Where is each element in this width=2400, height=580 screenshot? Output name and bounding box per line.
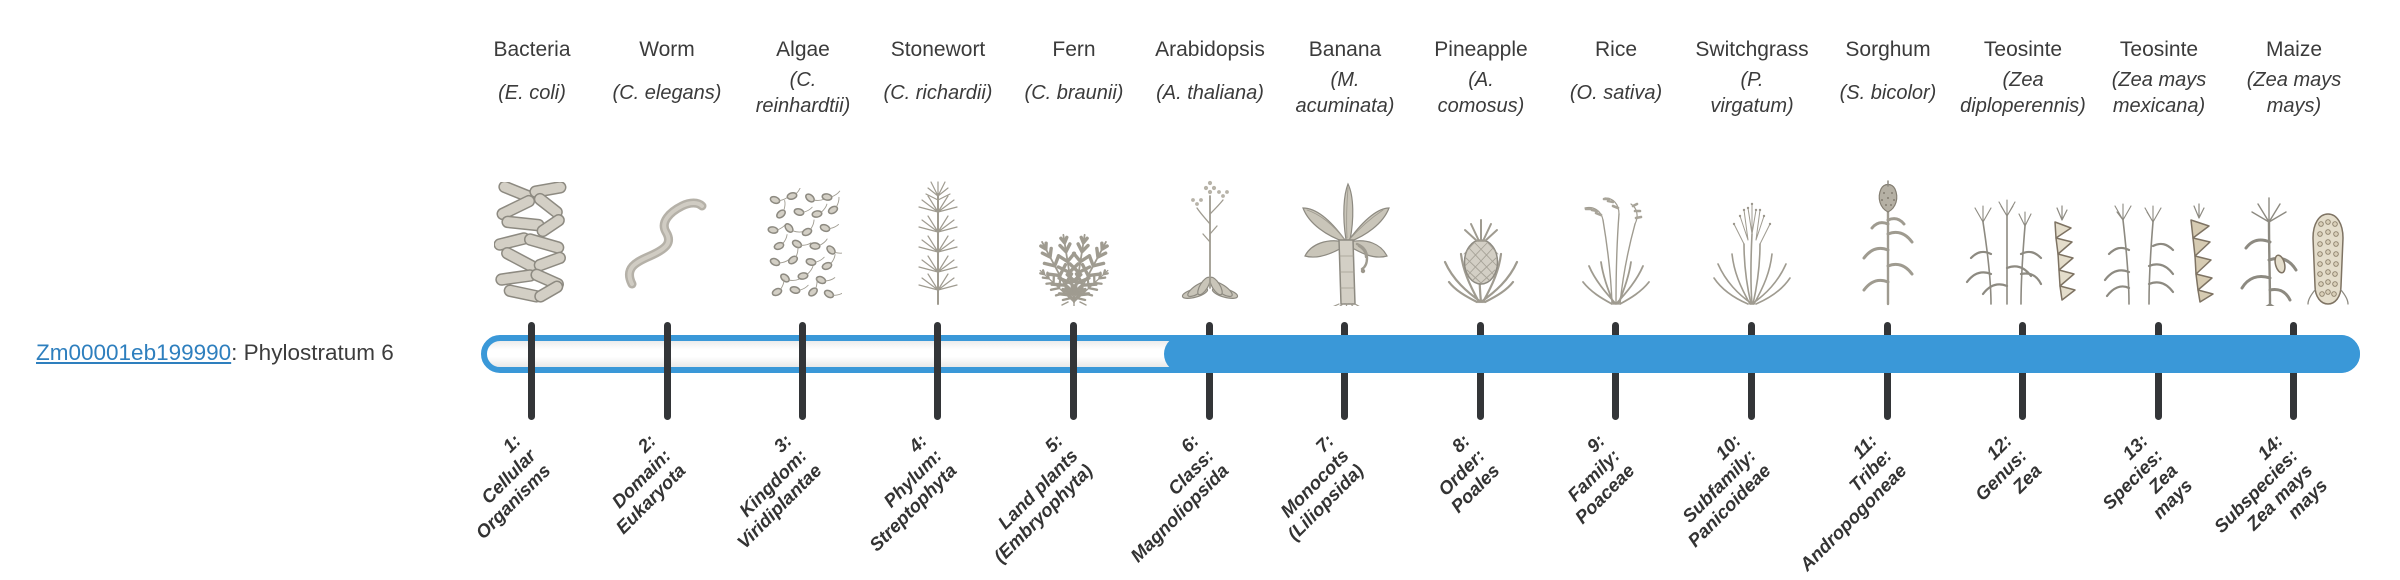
scientific-name-label: (C. reinhardtii) <box>755 69 851 117</box>
scientific-name-label: (Zea diploperennis) <box>1960 69 2086 117</box>
rice-icon <box>1548 124 1684 306</box>
tick-mark-4 <box>934 322 941 420</box>
column-teosinte-diploperennis: Teosinte (Zea diploperennis) <box>1955 0 2091 580</box>
tick-mark-5 <box>1070 322 1077 420</box>
teosinte-mexicana-icon <box>2091 124 2227 306</box>
scientific-name-label: (S. bicolor) <box>1839 82 1937 104</box>
maize-icon <box>2226 124 2362 306</box>
scientific-name-label: (P. virgatum) <box>1710 69 1794 117</box>
pineapple-icon <box>1413 124 1549 306</box>
switchgrass-icon <box>1684 124 1820 306</box>
stonewort-icon <box>870 124 1006 306</box>
column-rice: Rice (O. sativa) <box>1548 0 1684 580</box>
column-algae: Algae (C. reinhardtii) <box>735 0 871 580</box>
common-name-label: Pineapple <box>1434 38 1528 61</box>
banana-icon <box>1277 124 1413 306</box>
common-name-label: Sorghum <box>1845 38 1931 61</box>
scientific-name-label: (O. sativa) <box>1569 82 1663 104</box>
scientific-name-label: (Zea mays mays) <box>2246 69 2342 117</box>
timeline-bar-fill <box>1164 335 2360 373</box>
teosinte-diploperennis-icon <box>1955 124 2091 306</box>
common-name-label: Arabidopsis <box>1155 38 1265 61</box>
tick-mark-1 <box>528 322 535 420</box>
scientific-name-label: (A. thaliana) <box>1156 82 1264 104</box>
common-name-label: Rice <box>1594 38 1637 61</box>
fern-icon <box>1006 124 1142 306</box>
common-name-label: Stonewort <box>890 38 986 61</box>
column-fern: Fern (C. braunii) <box>1006 0 1142 580</box>
common-name-label: Switchgrass <box>1695 38 1809 61</box>
scientific-name-label: (Zea mays mexicana) <box>2111 69 2207 117</box>
scientific-name-label: (M. acuminata) <box>1295 69 1395 117</box>
common-name-label: Fern <box>1052 38 1096 61</box>
common-name-label: Banana <box>1308 38 1382 61</box>
column-worm: Worm (C. elegans) <box>599 0 735 580</box>
column-teosinte-mexicana: Teosinte (Zea mays mexicana) <box>2091 0 2227 580</box>
sorghum-icon <box>1820 124 1956 306</box>
common-name-label: Maize <box>2265 38 2323 61</box>
gene-label: Zm00001eb199990: Phylostratum 6 <box>36 340 394 366</box>
column-maize: Maize (Zea mays mays) <box>2226 0 2362 580</box>
scientific-name-label: (E. coli) <box>498 82 566 104</box>
column-arabidopsis: Arabidopsis (A. thaliana) <box>1142 0 1278 580</box>
common-name-label: Bacteria <box>493 38 571 61</box>
scientific-name-label: (C. braunii) <box>1024 82 1124 104</box>
common-name-label: Teosinte <box>1983 38 2063 61</box>
scientific-name-label: (C. elegans) <box>612 82 722 104</box>
column-banana: Banana (M. acuminata) <box>1277 0 1413 580</box>
tick-mark-2 <box>664 322 671 420</box>
column-pineapple: Pineapple (A. comosus) <box>1413 0 1549 580</box>
scientific-name-label: (C. richardii) <box>883 82 993 104</box>
column-bacteria: Bacteria (E. coli) <box>464 0 600 580</box>
column-switchgrass: Switchgrass (P. virgatum) <box>1684 0 1820 580</box>
worm-icon <box>599 124 735 306</box>
arabidopsis-icon <box>1142 124 1278 306</box>
column-stonewort: Stonewort (C. richardii) <box>870 0 1006 580</box>
bacteria-icon <box>464 124 600 306</box>
common-name-label: Algae <box>776 38 830 61</box>
tick-mark-3 <box>799 322 806 420</box>
gene-link[interactable]: Zm00001eb199990 <box>36 340 232 365</box>
common-name-label: Worm <box>639 38 695 61</box>
algae-icon <box>735 124 871 306</box>
common-name-label: Teosinte <box>2119 38 2199 61</box>
column-sorghum: Sorghum (S. bicolor) <box>1820 0 1956 580</box>
scientific-name-label: (A. comosus) <box>1437 69 1525 117</box>
gene-phylostratum-text: : Phylostratum 6 <box>231 340 394 365</box>
